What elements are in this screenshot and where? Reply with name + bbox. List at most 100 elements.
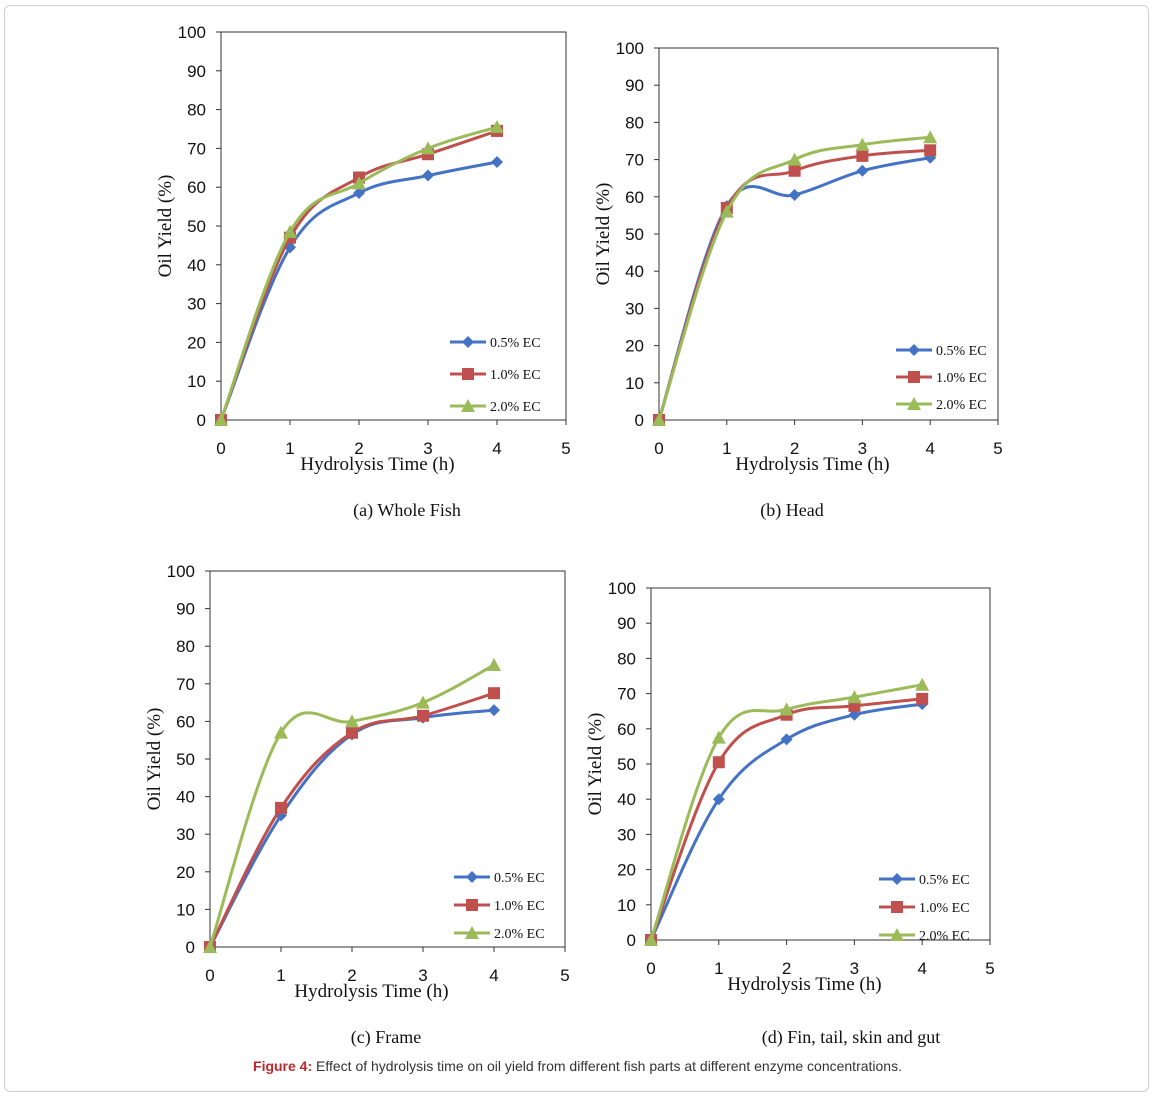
- data-point: [856, 149, 869, 162]
- data-point: [214, 413, 228, 426]
- panel-caption: (a) Whole Fish: [353, 500, 461, 521]
- data-point: [711, 730, 726, 744]
- series-0-5-ec: [204, 704, 500, 953]
- x-tick-label: 2: [347, 966, 356, 985]
- legend-label: 2.0% EC: [936, 398, 987, 413]
- figure-caption-text: Effect of hydrolysis time on oil yield f…: [312, 1058, 902, 1074]
- series-0-5-ec: [215, 155, 503, 426]
- y-tick-label: 90: [625, 76, 644, 95]
- panel-caption: (d) Fin, tail, skin and gut: [762, 1027, 941, 1048]
- data-point: [847, 690, 862, 704]
- data-point: [274, 725, 288, 739]
- data-point: [488, 687, 500, 700]
- y-tick-label: 80: [176, 637, 195, 656]
- series-1-0-ec: [204, 687, 500, 953]
- x-tick-label: 1: [285, 439, 294, 458]
- legend-label: 0.5% EC: [936, 344, 987, 359]
- legend-label: 2.0% EC: [494, 927, 545, 942]
- y-tick-label: 0: [197, 411, 206, 430]
- chart-panel-b: 0 10 20 30 40 50 60 70 80 90 100 0 1 2 3 4 5 Hydrolysis T…: [593, 39, 1003, 521]
- y-tick-label: 10: [187, 372, 206, 391]
- data-point: [352, 176, 366, 190]
- plot-area: [220, 31, 567, 421]
- plot-area: [658, 47, 999, 421]
- legend-swatch-marker: [466, 871, 478, 883]
- data-point: [787, 152, 802, 166]
- legend-label: 1.0% EC: [494, 899, 545, 914]
- y-tick-label: 10: [617, 896, 636, 915]
- series-2-0-ec: [214, 120, 504, 426]
- y-tick-label: 100: [616, 39, 644, 58]
- legend-swatch-marker: [465, 926, 479, 939]
- series-line: [208, 708, 495, 948]
- legend-swatch-marker: [462, 368, 474, 380]
- y-tick-label: 80: [617, 649, 636, 668]
- panel-caption: (c) Frame: [351, 1027, 421, 1048]
- x-tick-label: 5: [561, 439, 570, 458]
- data-point: [345, 714, 359, 728]
- y-axis-title: Oil Yield (%): [155, 175, 176, 278]
- x-tick-label: 1: [722, 439, 731, 458]
- x-tick-label: 4: [492, 439, 501, 458]
- data-point: [719, 204, 734, 218]
- y-tick-label: 50: [176, 750, 195, 769]
- legend-swatch-marker: [891, 873, 903, 885]
- y-tick-label: 90: [187, 62, 206, 81]
- data-point: [915, 677, 930, 691]
- legend-label: 1.0% EC: [490, 368, 541, 383]
- x-tick-label: 1: [276, 966, 285, 985]
- legend: 0.5% EC 1.0% EC 2.0% EC: [896, 344, 987, 413]
- x-axis-title: Hydrolysis Time (h): [294, 981, 448, 1002]
- series-line: [208, 691, 495, 948]
- y-tick-label: 90: [617, 614, 636, 633]
- data-point: [491, 155, 503, 168]
- y-tick-label: 30: [617, 825, 636, 844]
- y-tick-label: 20: [187, 333, 206, 352]
- y-tick-label: 10: [625, 374, 644, 393]
- y-tick-label: 50: [617, 755, 636, 774]
- y-tick-label: 20: [176, 863, 195, 882]
- data-point: [422, 169, 434, 182]
- data-point: [779, 702, 794, 716]
- x-axis-title: Hydrolysis Time (h): [300, 454, 454, 475]
- series-2-0-ec: [644, 677, 930, 946]
- legend-label: 2.0% EC: [490, 400, 541, 415]
- x-tick-label: 2: [354, 439, 363, 458]
- y-axis-title: Oil Yield (%): [593, 183, 614, 286]
- legend-label: 2.0% EC: [919, 929, 970, 944]
- y-tick-label: 40: [176, 788, 195, 807]
- y-tick-label: 10: [176, 900, 195, 919]
- chart-panel-c: 0 10 20 30 40 50 60 70 80 90 100 0 1 2 3 4 5 Hydrolysis T…: [144, 562, 570, 1048]
- x-tick-label: 4: [489, 966, 498, 985]
- series-line: [219, 160, 498, 421]
- data-point: [652, 413, 666, 426]
- y-tick-label: 30: [176, 825, 195, 844]
- x-tick-label: 5: [985, 959, 994, 978]
- data-point: [780, 733, 793, 746]
- series-2-0-ec: [203, 658, 501, 953]
- y-tick-label: 60: [187, 178, 206, 197]
- y-tick-label: 100: [167, 562, 195, 581]
- x-tick-label: 3: [418, 966, 427, 985]
- y-tick-label: 30: [625, 299, 644, 318]
- x-tick-label: 1: [714, 959, 723, 978]
- x-tick-label: 2: [782, 959, 791, 978]
- data-point: [712, 756, 725, 769]
- legend: 0.5% EC 1.0% EC 2.0% EC: [879, 873, 970, 944]
- y-tick-label: 0: [627, 931, 636, 950]
- y-tick-label: 40: [187, 256, 206, 275]
- legend-label: 0.5% EC: [919, 873, 970, 888]
- data-point: [490, 120, 504, 134]
- data-point: [203, 940, 217, 953]
- x-tick-label: 3: [850, 959, 859, 978]
- legend-swatch-marker: [890, 928, 904, 941]
- series-line: [649, 697, 923, 941]
- y-tick-label: 60: [176, 712, 195, 731]
- figure-frame: [4, 5, 1149, 1092]
- y-axis-title: Oil Yield (%): [585, 713, 606, 816]
- legend-swatch-marker: [461, 399, 475, 412]
- y-tick-label: 100: [608, 579, 636, 598]
- x-tick-label: 3: [858, 439, 867, 458]
- chart-panel-a: 0 10 20 30 40 50 60 70 80 90 100 0 1 2 3 4 5 Hydrolysis T…: [155, 23, 571, 521]
- data-point: [283, 224, 297, 238]
